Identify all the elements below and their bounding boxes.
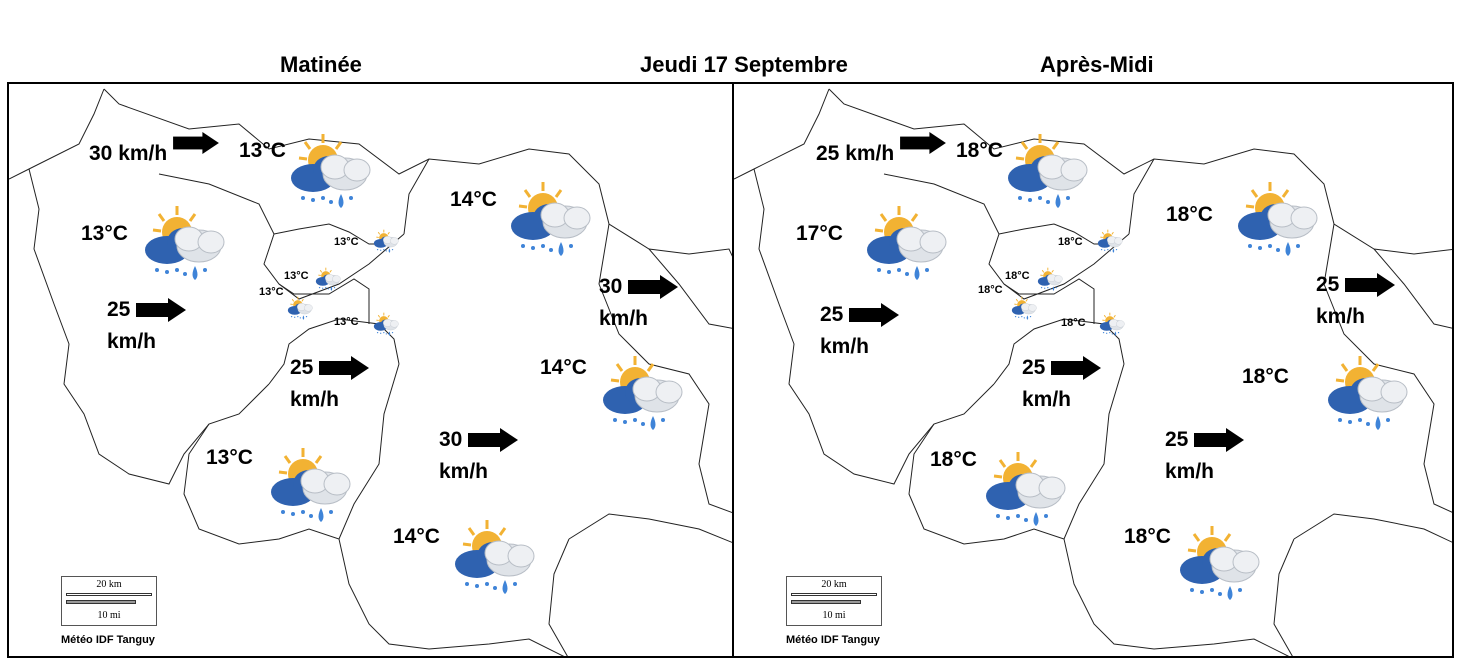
scale-km-label: 20 km (96, 579, 122, 590)
temperature-label: 13°C (239, 139, 286, 162)
afternoon-title: Après-Midi (1040, 52, 1154, 77)
wind-indicator: 25 km/h (1316, 269, 1395, 333)
sun-cloud-rain-icon (372, 229, 400, 254)
region-map (9, 88, 732, 656)
afternoon-map-panel: 18°C 17°C 18°C 18°C 18°C 18°C 18°C 18°C … (732, 82, 1454, 658)
temperature-label: 14°C (450, 188, 497, 211)
temperature-label: 18°C (1166, 203, 1213, 226)
temperature-label: 18°C (956, 139, 1003, 162)
wind-indicator: 30 km/h (89, 138, 219, 170)
wind-indicator: 25 km/h (107, 294, 186, 358)
sun-cloud-rain-icon (1174, 524, 1264, 604)
morning-map-panel: 13°C 13°C 14°C 13°C 13°C 13°C 13°C 14°C … (7, 82, 734, 658)
arrow-right-icon (1345, 273, 1395, 297)
wind-unit: km/h (1022, 388, 1072, 411)
scale-bar-mi (791, 600, 861, 604)
sun-cloud-rain-icon (139, 204, 229, 284)
sun-cloud-rain-icon (1232, 180, 1322, 260)
wind-indicator: 30 km/h (439, 424, 518, 488)
map-scale-bar: 20 km 10 mi (786, 576, 882, 626)
sun-cloud-rain-icon (286, 296, 314, 321)
temperature-label: 13°C (284, 270, 309, 282)
temperature-label: 18°C (1061, 317, 1086, 329)
arrow-right-icon (849, 303, 899, 327)
credit-label: Météo IDF Tanguy (61, 634, 155, 646)
wind-speed: 25 (1316, 273, 1340, 296)
scale-km-label: 20 km (821, 579, 847, 590)
region-map (734, 88, 1452, 656)
wind-indicator: 25 km/h (290, 352, 369, 416)
wind-speed: 30 (599, 275, 623, 298)
arrow-right-icon (319, 356, 369, 380)
wind-indicator: 25 km/h (1022, 352, 1101, 416)
wind-speed: 25 (820, 303, 844, 326)
wind-unit: km/h (290, 388, 340, 411)
wind-speed: 25 (1022, 356, 1046, 379)
sun-cloud-rain-icon (449, 518, 539, 598)
sun-cloud-rain-icon (1098, 312, 1126, 337)
wind-unit: km/h (820, 335, 870, 358)
wind-unit: km/h (439, 460, 489, 483)
sun-cloud-rain-icon (1096, 229, 1124, 254)
wind-speed: 25 (1165, 428, 1189, 451)
wind-speed: 25 km/h (816, 142, 895, 165)
scale-bar-km (66, 593, 152, 596)
wind-speed: 30 (439, 428, 463, 451)
temperature-label: 18°C (1124, 525, 1171, 548)
temperature-label: 13°C (334, 236, 359, 248)
wind-unit: km/h (1316, 305, 1366, 328)
sun-cloud-rain-icon (861, 204, 951, 284)
wind-indicator: 25 km/h (820, 299, 899, 363)
arrow-right-icon (468, 428, 518, 452)
wind-unit: km/h (107, 330, 157, 353)
temperature-label: 13°C (81, 222, 128, 245)
wind-indicator: 30 km/h (599, 271, 678, 335)
temperature-label: 17°C (796, 222, 843, 245)
sun-cloud-rain-icon (505, 180, 595, 260)
sun-cloud-rain-icon (597, 354, 687, 434)
wind-speed: 30 km/h (89, 142, 168, 165)
sun-cloud-rain-icon (265, 446, 355, 526)
temperature-label: 14°C (540, 356, 587, 379)
wind-unit: km/h (599, 307, 649, 330)
scale-mi-label: 10 mi (97, 610, 121, 621)
date-title: Jeudi 17 Septembre (640, 52, 848, 77)
wind-indicator: 25 km/h (1165, 424, 1244, 488)
sun-cloud-rain-icon (980, 450, 1070, 530)
temperature-label: 18°C (978, 284, 1003, 296)
scale-bar-mi (66, 600, 136, 604)
wind-unit: km/h (1165, 460, 1215, 483)
sun-cloud-rain-icon (1036, 267, 1064, 292)
wind-indicator: 25 km/h (816, 138, 946, 170)
arrow-right-icon (1194, 428, 1244, 452)
sun-cloud-rain-icon (1322, 354, 1412, 434)
temperature-label: 18°C (1242, 365, 1289, 388)
sun-cloud-rain-icon (1002, 132, 1092, 212)
morning-title: Matinée (280, 52, 362, 77)
arrow-right-icon (1051, 356, 1101, 380)
temperature-label: 18°C (930, 448, 977, 471)
sun-cloud-rain-icon (372, 312, 400, 337)
arrow-right-icon (628, 275, 678, 299)
wind-speed: 25 (290, 356, 314, 379)
credit-label: Météo IDF Tanguy (786, 634, 880, 646)
temperature-label: 18°C (1058, 236, 1083, 248)
scale-bar-km (791, 593, 877, 596)
wind-speed: 25 (107, 298, 131, 321)
sun-cloud-rain-icon (314, 267, 342, 292)
temperature-label: 14°C (393, 525, 440, 548)
scale-mi-label: 10 mi (822, 610, 846, 621)
temperature-label: 13°C (334, 316, 359, 328)
map-scale-bar: 20 km 10 mi (61, 576, 157, 626)
sun-cloud-rain-icon (285, 132, 375, 212)
arrow-right-icon (136, 298, 186, 322)
temperature-label: 13°C (259, 286, 284, 298)
sun-cloud-rain-icon (1010, 296, 1038, 321)
temperature-label: 13°C (206, 446, 253, 469)
arrow-right-icon (173, 132, 219, 154)
temperature-label: 18°C (1005, 270, 1030, 282)
arrow-right-icon (900, 132, 946, 154)
